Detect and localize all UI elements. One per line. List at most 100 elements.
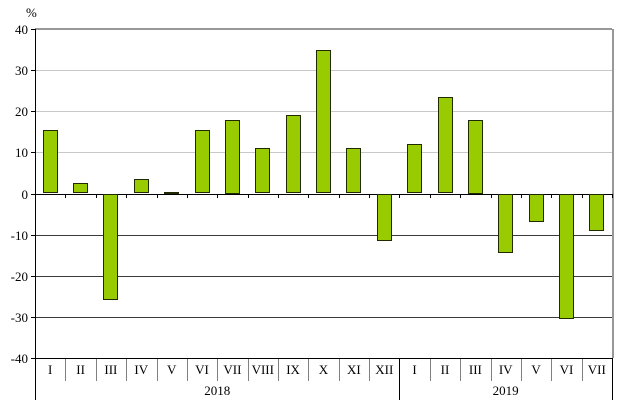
month-separator bbox=[95, 359, 97, 381]
zero-axis-tick bbox=[156, 193, 158, 198]
gridline bbox=[35, 193, 612, 195]
month-label: XII bbox=[375, 362, 394, 377]
bar bbox=[164, 191, 180, 194]
y-axis-tick bbox=[31, 275, 36, 277]
zero-axis-tick bbox=[95, 193, 97, 198]
month-label: VI bbox=[195, 362, 209, 377]
y-axis-tick bbox=[31, 234, 36, 236]
month-separator bbox=[460, 359, 462, 381]
month-separator bbox=[551, 359, 553, 381]
y-axis-line bbox=[35, 29, 36, 400]
bar bbox=[285, 115, 301, 194]
y-tick-label: -20 bbox=[10, 268, 28, 284]
y-tick-label: -30 bbox=[10, 309, 28, 325]
month-separator bbox=[65, 359, 67, 381]
bar bbox=[407, 144, 423, 194]
bar bbox=[42, 129, 58, 194]
month-separator bbox=[186, 359, 188, 381]
bar bbox=[589, 193, 605, 231]
bar bbox=[376, 193, 392, 241]
month-label: VII bbox=[587, 362, 606, 377]
bar bbox=[528, 193, 544, 223]
y-tick-label: 0 bbox=[21, 186, 29, 202]
zero-axis-tick bbox=[399, 193, 401, 198]
month-label: II bbox=[76, 362, 85, 377]
year-label: 2019 bbox=[492, 383, 519, 398]
month-label: VI bbox=[559, 362, 574, 377]
month-label: III bbox=[104, 362, 118, 377]
zero-axis-tick bbox=[429, 193, 431, 198]
zero-axis-tick bbox=[186, 193, 188, 198]
zero-axis-tick bbox=[277, 193, 279, 198]
month-separator bbox=[490, 359, 492, 381]
bar bbox=[73, 183, 89, 194]
bar bbox=[558, 193, 574, 319]
y-tick-label: 10 bbox=[15, 145, 28, 161]
gridline bbox=[35, 234, 612, 236]
y-axis-tick bbox=[31, 316, 36, 318]
y-tick-label: 30 bbox=[15, 63, 28, 79]
month-label: IX bbox=[286, 362, 300, 377]
year-boundary-separator bbox=[399, 358, 401, 400]
month-separator bbox=[247, 359, 249, 381]
month-label: IV bbox=[134, 362, 149, 377]
month-separator bbox=[126, 359, 128, 381]
month-label: III bbox=[468, 362, 482, 377]
month-label: V bbox=[167, 362, 177, 377]
gridline bbox=[35, 316, 612, 318]
zero-axis-tick bbox=[126, 193, 128, 198]
zero-axis-tick bbox=[460, 193, 462, 198]
zero-axis-tick bbox=[520, 193, 522, 198]
month-label: V bbox=[531, 362, 541, 377]
bar bbox=[133, 179, 149, 194]
zero-axis-tick bbox=[612, 193, 613, 198]
y-axis-tick bbox=[31, 29, 36, 30]
zero-axis-tick bbox=[308, 193, 310, 198]
month-separator bbox=[308, 359, 310, 381]
y-axis-unit-label: % bbox=[26, 5, 37, 20]
y-tick-label: -10 bbox=[10, 227, 28, 243]
month-label: I bbox=[412, 362, 417, 377]
y-axis-tick bbox=[31, 111, 36, 113]
bar bbox=[194, 129, 210, 194]
bar bbox=[467, 119, 483, 194]
month-label: IV bbox=[498, 362, 513, 377]
month-separator bbox=[217, 359, 219, 381]
y-axis-tick bbox=[31, 358, 36, 359]
zero-axis-tick bbox=[65, 193, 67, 198]
month-separator bbox=[156, 359, 158, 381]
month-separator bbox=[338, 359, 340, 381]
bar bbox=[498, 193, 514, 254]
bar bbox=[255, 148, 271, 194]
zero-axis-tick bbox=[490, 193, 492, 198]
bar bbox=[316, 49, 331, 194]
plot-border-right bbox=[612, 29, 614, 358]
month-label: XI bbox=[347, 362, 361, 377]
month-separator bbox=[277, 359, 279, 381]
y-tick-label: -40 bbox=[10, 351, 28, 366]
gridline bbox=[35, 28, 612, 30]
month-separator bbox=[429, 359, 431, 381]
category-axis-end-separator bbox=[612, 358, 613, 400]
bar bbox=[103, 193, 119, 301]
zero-axis-tick bbox=[369, 193, 371, 198]
month-label: X bbox=[318, 362, 329, 377]
bar bbox=[224, 119, 240, 194]
gridline bbox=[35, 275, 612, 277]
gridline bbox=[35, 358, 612, 359]
month-separator bbox=[369, 359, 371, 381]
month-label: I bbox=[48, 362, 53, 377]
month-label: VII bbox=[223, 362, 242, 377]
bar bbox=[346, 148, 362, 194]
month-separator bbox=[520, 359, 522, 381]
zero-axis-tick bbox=[338, 193, 340, 198]
zero-axis-tick bbox=[35, 193, 36, 198]
month-label: II bbox=[440, 362, 450, 377]
month-label: VIII bbox=[251, 362, 274, 377]
y-axis-tick bbox=[31, 152, 36, 154]
zero-axis-tick bbox=[551, 193, 553, 198]
zero-axis-tick bbox=[247, 193, 249, 198]
zero-axis-tick bbox=[217, 193, 219, 198]
year-label: 2018 bbox=[204, 383, 231, 398]
